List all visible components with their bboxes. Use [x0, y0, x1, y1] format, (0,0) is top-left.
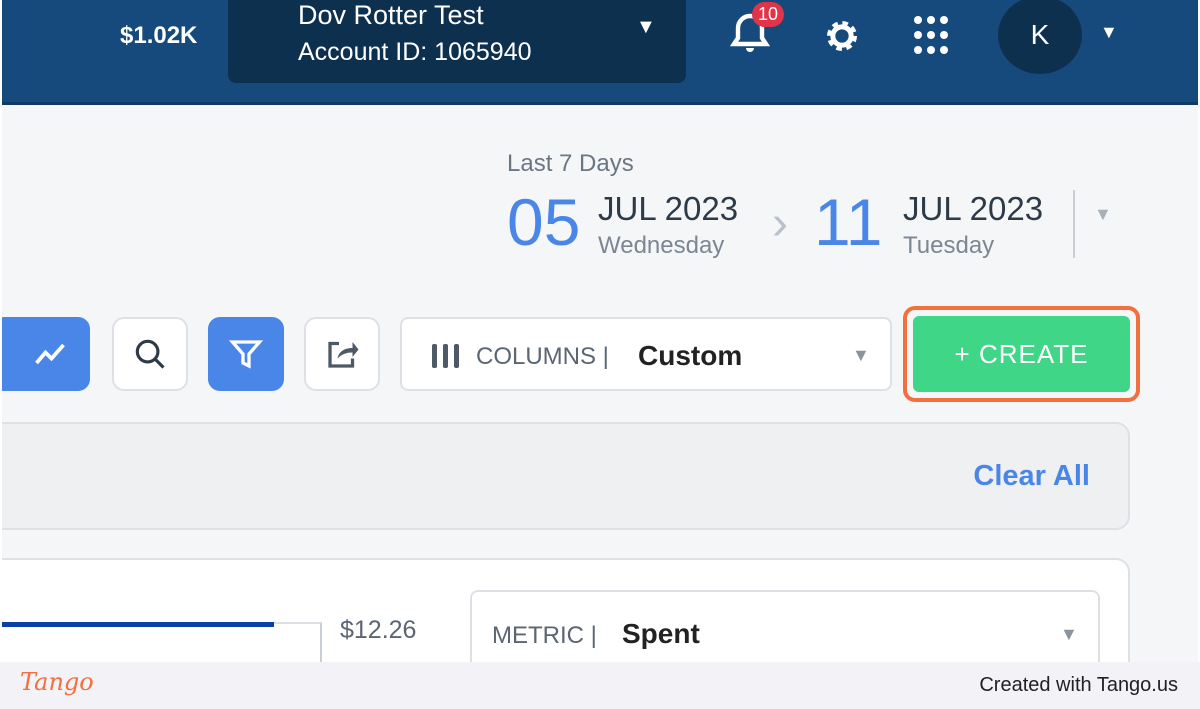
tango-footer: Tango Created with Tango.us	[0, 662, 1200, 709]
create-highlight: + CREATE	[903, 306, 1140, 402]
chart-value: $12.26	[340, 616, 417, 644]
account-balance: $1.02K	[120, 22, 198, 49]
start-weekday: Wednesday	[598, 232, 725, 259]
end-month: JUL 2023	[903, 190, 1044, 227]
chart-area	[2, 622, 322, 662]
filter-icon	[228, 340, 264, 369]
notification-badge: 10	[752, 2, 785, 27]
top-header: $1.02K Dov Rotter Test Account ID: 10659…	[2, 0, 1198, 105]
date-dropdown-chevron-icon[interactable]: ▼	[1094, 204, 1112, 224]
columns-dropdown[interactable]: COLUMNS | Custom ▼	[400, 317, 892, 391]
start-month: JUL 2023	[598, 190, 739, 227]
columns-icon	[432, 344, 459, 368]
trend-line-icon	[35, 343, 65, 365]
metric-label: METRIC |	[492, 622, 597, 649]
chevron-down-icon: ▼	[636, 16, 656, 38]
tango-logo: Tango	[20, 668, 94, 696]
apps-grid-icon[interactable]	[914, 16, 954, 56]
account-switcher[interactable]: Dov Rotter Test Account ID: 1065940 ▼	[228, 0, 686, 83]
filter-button[interactable]	[208, 317, 284, 391]
end-day[interactable]: 11	[814, 185, 883, 259]
filter-bar: Clear All	[2, 422, 1130, 530]
clear-all-link[interactable]: Clear All	[973, 460, 1090, 492]
avatar[interactable]: K	[998, 0, 1082, 74]
tango-credit: Created with Tango.us	[979, 674, 1178, 696]
columns-label: COLUMNS |	[476, 343, 609, 370]
export-button[interactable]	[304, 317, 380, 391]
app-frame: $1.02K Dov Rotter Test Account ID: 10659…	[2, 0, 1198, 662]
export-icon	[328, 341, 359, 368]
divider	[1073, 190, 1075, 258]
metric-dropdown[interactable]: METRIC | Spent ▼	[470, 590, 1100, 662]
chevron-down-icon: ▼	[1060, 624, 1078, 644]
create-button[interactable]: + CREATE	[913, 316, 1130, 392]
columns-value: Custom	[638, 340, 743, 371]
end-weekday: Tuesday	[903, 232, 995, 259]
search-button[interactable]	[112, 317, 188, 391]
account-id: Account ID: 1065940	[298, 38, 532, 66]
chevron-down-icon[interactable]: ▼	[1100, 22, 1118, 42]
chart-panel: $12.26 METRIC | Spent ▼	[2, 558, 1130, 662]
search-icon	[135, 339, 165, 369]
metric-value: Spent	[622, 618, 700, 649]
account-name: Dov Rotter Test	[298, 0, 484, 30]
gear-icon[interactable]	[822, 16, 862, 56]
chevron-down-icon: ▼	[852, 345, 870, 365]
chevron-right-icon: ›	[772, 197, 788, 250]
chart-line	[2, 622, 274, 627]
start-day[interactable]: 05	[507, 185, 581, 259]
chart-view-button[interactable]	[2, 317, 90, 391]
date-range-label: Last 7 Days	[507, 150, 634, 177]
